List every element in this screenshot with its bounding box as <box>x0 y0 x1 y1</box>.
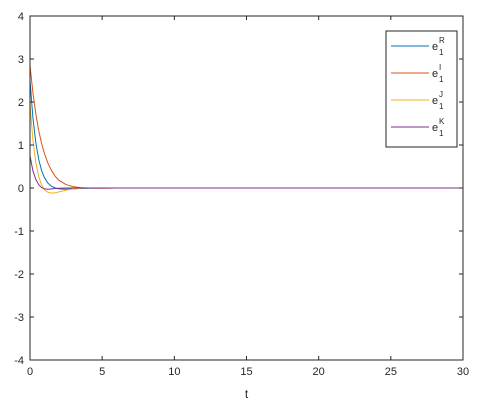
x-tick-label: 10 <box>168 366 180 378</box>
legend-label-base: e <box>432 68 438 80</box>
x-tick-label: 20 <box>313 366 325 378</box>
y-tick-label: 1 <box>18 140 24 152</box>
plot-frame <box>29 15 464 361</box>
x-axis-label: t <box>245 387 249 401</box>
y-tick-label: -2 <box>14 269 24 281</box>
y-tick-label: 2 <box>18 97 24 109</box>
legend-label-base: e <box>432 95 438 107</box>
legend-box <box>385 30 458 148</box>
x-tick-label: 0 <box>27 366 33 378</box>
x-tick-label: 5 <box>99 366 105 378</box>
x-tick-label: 15 <box>240 366 252 378</box>
legend-label-base: e <box>432 122 438 134</box>
y-tick-label: 3 <box>18 54 24 66</box>
legend-label-sup: R <box>439 36 445 45</box>
y-tick-label: -1 <box>14 226 24 238</box>
y-tick-label: 0 <box>18 183 24 195</box>
y-tick-label: -4 <box>14 355 24 367</box>
legend-label-sub: 1 <box>439 75 444 84</box>
series-line-e1K <box>29 155 463 190</box>
x-tick-label: 30 <box>457 366 469 378</box>
y-tick-label: -3 <box>14 312 24 324</box>
legend-label-sub: 1 <box>439 129 444 138</box>
legend-label-sup: J <box>439 90 443 99</box>
legend-label-sub: 1 <box>439 48 444 57</box>
x-tick-label: 25 <box>385 366 397 378</box>
legend-label-base: e <box>432 41 438 53</box>
legend-label-sup: I <box>439 63 441 72</box>
legend-label-sub: 1 <box>439 102 444 111</box>
series-layer <box>29 65 463 194</box>
y-tick-label: 4 <box>18 11 24 23</box>
legend-label-sup: K <box>439 117 445 126</box>
